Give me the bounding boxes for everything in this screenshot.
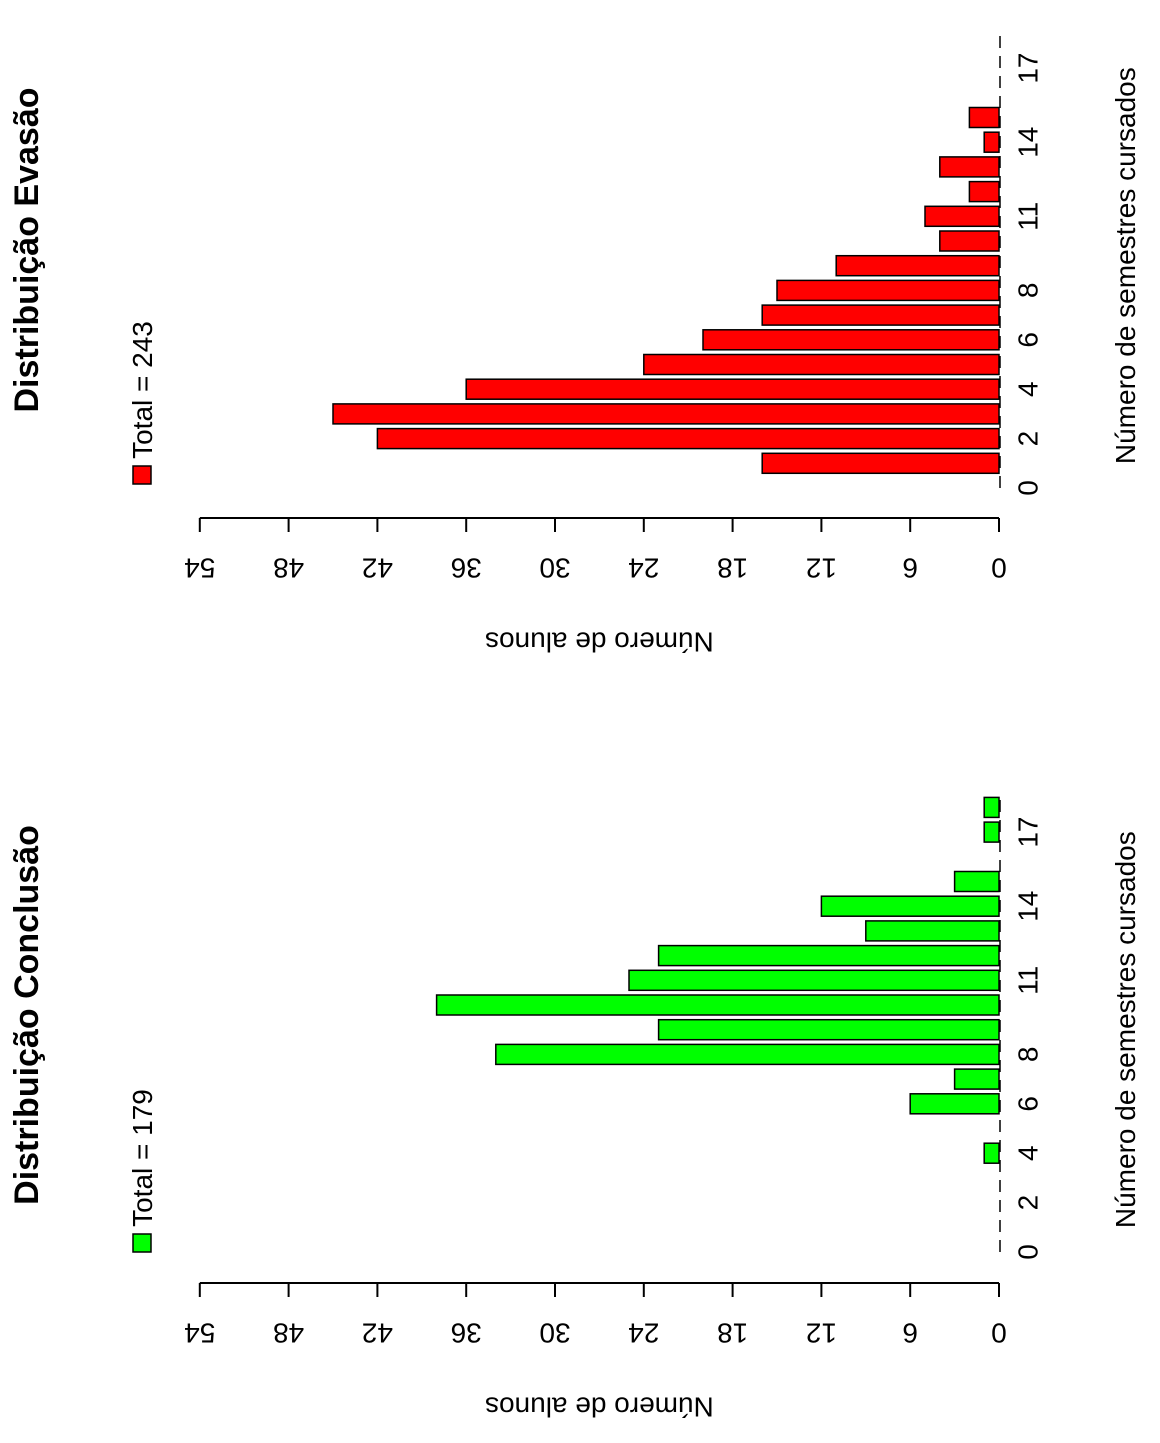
x-tick-label: 2 xyxy=(1012,1195,1043,1211)
legend-swatch xyxy=(132,1233,152,1253)
x-tick-label: 8 xyxy=(1012,283,1043,299)
bar xyxy=(643,353,1000,376)
bar xyxy=(983,1142,1000,1164)
x-tick-label: 11 xyxy=(1012,966,1043,995)
x-axis-label: Número de semestres cursados xyxy=(1110,831,1141,1228)
bar xyxy=(939,156,1000,178)
bar xyxy=(924,205,1000,228)
chart-conclusao: Distribuição Conclusão Total = 179 Númer… xyxy=(8,795,1141,1423)
y-tick-label: 54 xyxy=(184,553,215,584)
legend-label: Total = 179 xyxy=(127,1089,158,1227)
y-tick-label: 48 xyxy=(273,553,304,584)
x-tick-label: 17 xyxy=(1012,817,1043,848)
bar xyxy=(953,870,1000,893)
x-tick-label: 8 xyxy=(1012,1047,1043,1063)
y-tick-label: 42 xyxy=(362,553,393,584)
y-tick-label: 18 xyxy=(717,553,748,584)
x-tick-label: 14 xyxy=(1012,891,1043,922)
bar xyxy=(376,427,1000,450)
bar xyxy=(776,279,1000,302)
bar xyxy=(465,378,1000,400)
y-tick-label: 6 xyxy=(902,553,918,584)
x-tick-label: 11 xyxy=(1012,202,1043,231)
x-tick-label: 2 xyxy=(1012,431,1043,447)
y-tick-label: 30 xyxy=(539,1318,570,1349)
y-tick-label: 12 xyxy=(806,1318,837,1349)
y-tick-label: 24 xyxy=(628,1318,659,1349)
x-tick-label: 0 xyxy=(1012,480,1043,496)
legend-label: Total = 243 xyxy=(127,321,158,459)
y-axis-label: Número de alunos xyxy=(485,1392,714,1423)
y-tick-label: 24 xyxy=(628,553,659,584)
y-tick-label: 12 xyxy=(806,553,837,584)
y-tick-label: 18 xyxy=(717,1318,748,1349)
x-tick-label: 6 xyxy=(1012,1096,1043,1112)
chart-title: Distribuição Evasão xyxy=(8,87,46,412)
y-tick-label: 48 xyxy=(273,1318,304,1349)
bar xyxy=(953,1068,1000,1090)
bar xyxy=(983,131,1000,153)
y-tick-label: 0 xyxy=(991,553,1007,584)
y-tick-label: 54 xyxy=(184,1318,215,1349)
x-axis-label: Número de semestres cursados xyxy=(1110,67,1141,464)
y-tick-label: 36 xyxy=(451,1318,482,1349)
bar xyxy=(983,821,1000,843)
x-tick-label: 4 xyxy=(1012,1145,1043,1161)
bar xyxy=(909,1093,1000,1115)
y-axis-label: Número de alunos xyxy=(485,627,714,658)
x-tick-label: 4 xyxy=(1012,381,1043,397)
bar xyxy=(968,180,1000,203)
bar xyxy=(761,304,1000,326)
chart-title: Distribuição Conclusão xyxy=(8,825,46,1205)
bar xyxy=(332,403,1000,425)
bar xyxy=(761,452,1000,475)
bar xyxy=(939,230,1000,252)
bar xyxy=(983,796,1000,819)
x-tick-label: 6 xyxy=(1012,332,1043,348)
bar xyxy=(865,920,1000,942)
chart-evasao: Distribuição Evasão Total = 243 Número d… xyxy=(8,31,1141,658)
bar xyxy=(968,106,1000,129)
x-tick-label: 17 xyxy=(1012,53,1043,84)
y-tick-label: 42 xyxy=(362,1318,393,1349)
bar xyxy=(820,895,1000,917)
y-tick-label: 0 xyxy=(991,1318,1007,1349)
y-tick-label: 36 xyxy=(451,553,482,584)
bar xyxy=(657,944,1000,967)
bar xyxy=(628,969,1000,992)
x-tick-label: 14 xyxy=(1012,127,1043,158)
bar xyxy=(435,994,1000,1016)
legend-swatch xyxy=(132,465,152,485)
bar xyxy=(702,329,1000,351)
bar xyxy=(657,1018,1000,1041)
y-tick-label: 6 xyxy=(902,1318,918,1349)
bar xyxy=(495,1043,1000,1066)
x-tick-label: 0 xyxy=(1012,1244,1043,1260)
bar xyxy=(835,254,1000,277)
y-tick-label: 30 xyxy=(539,553,570,584)
